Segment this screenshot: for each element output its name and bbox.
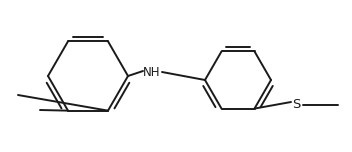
Text: S: S bbox=[292, 98, 300, 112]
Text: NH: NH bbox=[143, 66, 161, 78]
